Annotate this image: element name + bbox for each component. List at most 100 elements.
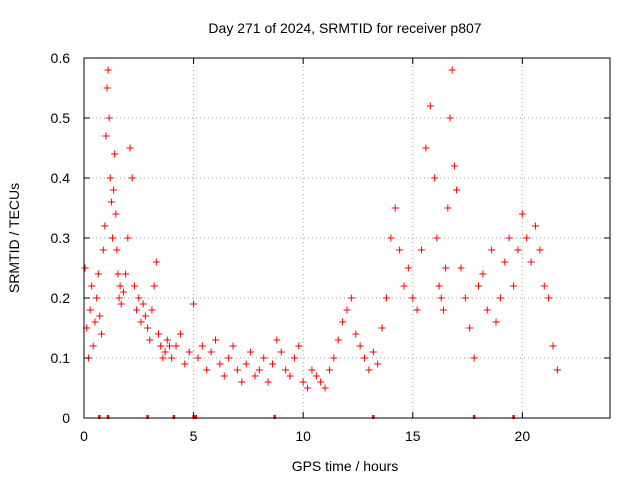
y-tick-label: 0.6 — [51, 50, 71, 66]
data-point — [496, 294, 504, 302]
data-point — [159, 354, 167, 362]
data-point — [461, 294, 469, 302]
data-point — [453, 186, 461, 194]
data-point — [273, 336, 281, 344]
data-point — [163, 336, 171, 344]
data-point — [194, 354, 202, 362]
data-point — [433, 234, 441, 242]
data-point — [135, 294, 143, 302]
data-point — [492, 318, 500, 326]
data-point — [545, 294, 553, 302]
data-point — [501, 258, 509, 266]
data-point — [466, 324, 474, 332]
data-points — [81, 66, 561, 392]
data-point — [540, 282, 548, 290]
data-point — [124, 234, 132, 242]
data-point — [105, 114, 113, 122]
data-point — [112, 210, 120, 218]
x-tick-label: 20 — [515, 428, 531, 444]
data-point — [181, 360, 189, 368]
data-point — [91, 318, 99, 326]
data-point — [409, 294, 417, 302]
data-point — [505, 234, 513, 242]
data-point — [442, 264, 450, 272]
plot-frame — [83, 57, 611, 419]
data-point — [450, 162, 458, 170]
data-point — [139, 300, 147, 308]
data-point — [229, 342, 237, 350]
data-point — [155, 330, 163, 338]
data-point — [172, 342, 180, 350]
data-point — [264, 378, 272, 386]
data-point — [238, 378, 246, 386]
data-point — [317, 378, 325, 386]
data-point — [117, 300, 125, 308]
data-point — [198, 342, 206, 350]
data-point — [81, 264, 89, 272]
data-point — [437, 294, 445, 302]
data-point — [260, 354, 268, 362]
data-point — [89, 342, 97, 350]
data-point — [444, 204, 452, 212]
data-point — [282, 366, 290, 374]
data-point — [290, 354, 298, 362]
data-point — [321, 384, 329, 392]
x-tick-label: 5 — [190, 428, 198, 444]
data-point — [207, 348, 215, 356]
data-point — [518, 210, 526, 218]
x-axis-label: GPS time / hours — [292, 458, 399, 474]
data-point — [387, 234, 395, 242]
data-point — [247, 348, 255, 356]
data-point — [391, 204, 399, 212]
x-tick-label: 0 — [80, 428, 88, 444]
data-point — [514, 246, 522, 254]
data-point — [531, 222, 539, 230]
x-tick-label: 15 — [405, 428, 421, 444]
data-point — [176, 330, 184, 338]
data-point — [369, 348, 377, 356]
data-point — [365, 366, 373, 374]
data-point — [308, 366, 316, 374]
data-point — [536, 246, 544, 254]
data-point — [242, 360, 250, 368]
chart-title: Day 271 of 2024, SRMTID for receiver p80… — [208, 20, 481, 36]
data-point — [111, 150, 119, 158]
y-axis-label: SRMTID / TECUs — [6, 183, 22, 293]
data-point — [116, 282, 124, 290]
data-point — [114, 270, 122, 278]
data-point — [339, 318, 347, 326]
data-point — [113, 246, 121, 254]
data-point — [286, 372, 294, 380]
data-point — [99, 246, 107, 254]
data-point — [101, 222, 109, 230]
data-point — [446, 114, 454, 122]
data-point — [190, 300, 198, 308]
data-point — [168, 354, 176, 362]
data-point — [161, 348, 169, 356]
data-point — [102, 132, 110, 140]
data-point — [418, 246, 426, 254]
data-point — [133, 306, 141, 314]
data-point — [523, 234, 531, 242]
data-point — [107, 198, 115, 206]
data-point — [106, 174, 114, 182]
data-point — [295, 342, 303, 350]
data-point — [448, 66, 456, 74]
data-point — [299, 378, 307, 386]
data-point — [382, 294, 390, 302]
data-point — [216, 360, 224, 368]
data-point — [277, 348, 285, 356]
data-point — [325, 366, 333, 374]
data-point — [157, 342, 165, 350]
y-tick-label: 0.4 — [51, 170, 71, 186]
data-point — [233, 366, 241, 374]
data-point — [122, 270, 130, 278]
data-point — [104, 66, 112, 74]
data-point — [128, 174, 136, 182]
data-point — [553, 366, 561, 374]
y-tick-label: 0.3 — [51, 230, 71, 246]
data-point — [137, 318, 145, 326]
data-point — [150, 282, 158, 290]
data-point — [98, 330, 106, 338]
